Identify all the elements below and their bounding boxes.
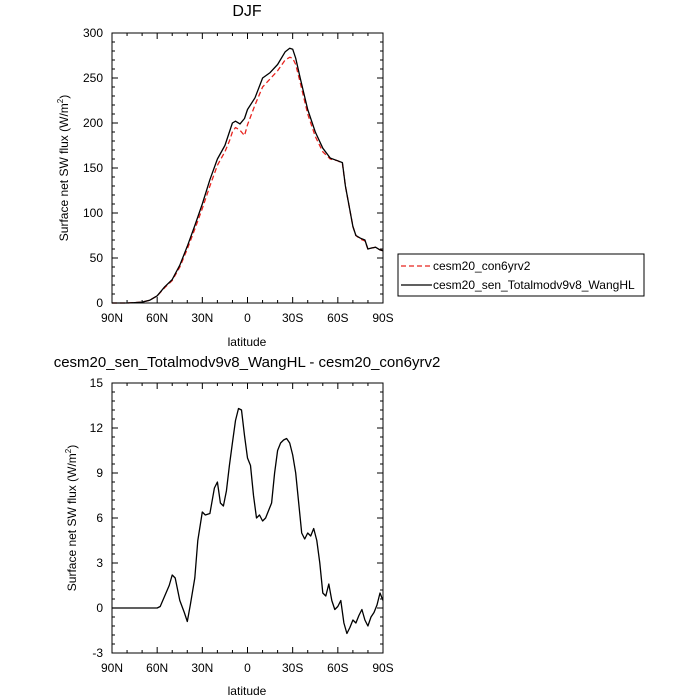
panel-top-title: DJF	[232, 3, 262, 20]
panel-bottom-y-tick-labels: -3 0 3 6 9 12 15	[90, 376, 104, 660]
panel-top-xtick-label: 60N	[146, 311, 168, 325]
panel-top-ytick-label: 200	[83, 116, 103, 130]
panel-bottom-frame	[111, 382, 384, 654]
panel-bottom-series	[112, 407, 384, 635]
panel-bottom-ytick-label: 0	[96, 601, 103, 615]
panel-top: DJF 90N 60N 30N 0 30S 60S 90S 0 50 100 150 200 250 3…	[56, 3, 645, 349]
panel-bottom-xtick-label: 90N	[101, 661, 123, 675]
panel-top-ytick-label: 300	[83, 26, 103, 40]
panel-bottom-x-axis-label: latitude	[228, 684, 267, 698]
legend-label-totalmod: cesm20_sen_Totalmodv9v8_WangHL	[433, 278, 635, 292]
panel-top-ytick-label: 250	[83, 71, 103, 85]
panel-top-xtick-label: 90S	[372, 311, 393, 325]
panel-top-y-axis-label: Surface net SW flux (W/m2)	[56, 95, 71, 241]
panel-top-ytick-label: 150	[83, 161, 103, 175]
panel-top-y-axis-label-main: Surface net SW flux (W/m	[57, 103, 71, 241]
panel-top-y-axis-label-sup: 2	[56, 98, 65, 103]
panel-top-xtick-label: 60S	[327, 311, 348, 325]
panel-bottom-xtick-label: 90S	[372, 661, 393, 675]
panel-top-series-line-cesm20-sen-totalmodv9v8-wanghl	[112, 47, 384, 304]
panel-bottom-xtick-label: 30S	[282, 661, 303, 675]
panel-top-xtick-label: 30S	[282, 311, 303, 325]
panel-bottom-ytick-label: 3	[96, 556, 103, 570]
panel-top-y-axis-label-end: )	[57, 95, 71, 99]
panel-bottom-x-tick-labels: 90N 60N 30N 0 30S 60S 90S	[101, 661, 394, 675]
panel-bottom-ytick-label: 15	[90, 376, 104, 390]
panel-top-x-axis-label: latitude	[228, 335, 267, 349]
panel-top-ytick-label: 0	[96, 296, 103, 310]
panel-bottom-y-axis-label-end: )	[65, 445, 79, 449]
panel-bottom-xtick-label: 30N	[191, 661, 213, 675]
panel-bottom-ytick-label: 6	[96, 511, 103, 525]
panel-bottom-xtick-label: 60N	[146, 661, 168, 675]
legend: cesm20_con6yrv2 cesm20_sen_Totalmodv9v8_…	[397, 253, 645, 297]
panel-top-x-tick-labels: 90N 60N 30N 0 30S 60S 90S	[101, 311, 394, 325]
panel-top-xtick-label: 30N	[191, 311, 213, 325]
panel-top-y-tick-labels: 0 50 100 150 200 250 300	[83, 26, 103, 310]
panel-top-ytick-label: 50	[90, 251, 104, 265]
panel-top-series	[112, 47, 384, 304]
panel-bottom-xtick-label: 60S	[327, 661, 348, 675]
panel-top-frame	[111, 32, 384, 304]
panel-top-ytick-label: 100	[83, 206, 103, 220]
panel-top-xtick-label: 90N	[101, 311, 123, 325]
panel-bottom-series-line-difference	[112, 407, 384, 635]
panel-bottom-xtick-label: 0	[244, 661, 251, 675]
legend-label-con6yrv2: cesm20_con6yrv2	[433, 259, 531, 273]
panel-bottom-ytick-label: 9	[96, 466, 103, 480]
panel-bottom-y-axis-label-main: Surface net SW flux (W/m	[65, 453, 79, 591]
panel-top-xtick-label: 0	[244, 311, 251, 325]
panel-bottom: cesm20_sen_Totalmodv9v8_WangHL - cesm20_…	[54, 354, 441, 698]
panel-bottom-ytick-label: 12	[90, 421, 104, 435]
legend-box	[397, 253, 645, 297]
panel-bottom-y-axis-label-sup: 2	[64, 448, 73, 453]
panel-bottom-ytick-label: -3	[92, 646, 103, 660]
panel-bottom-y-axis-label: Surface net SW flux (W/m2)	[64, 445, 79, 591]
panel-bottom-title: cesm20_sen_Totalmodv9v8_WangHL - cesm20_…	[54, 354, 441, 371]
